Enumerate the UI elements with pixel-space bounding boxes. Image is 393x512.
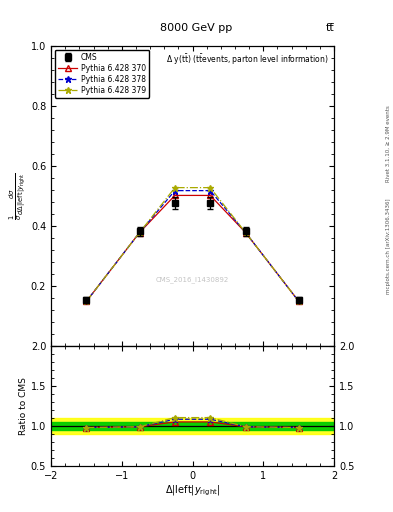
Pythia 6.428 379 xyxy=(208,184,213,190)
Y-axis label: Ratio to CMS: Ratio to CMS xyxy=(19,377,28,435)
Pythia 6.428 379 xyxy=(84,298,89,304)
Pythia 6.428 378 xyxy=(137,229,142,236)
Pythia 6.428 379 xyxy=(296,298,301,304)
Line: Pythia 6.428 378: Pythia 6.428 378 xyxy=(83,187,302,305)
Line: Pythia 6.428 370: Pythia 6.428 370 xyxy=(84,193,301,304)
Pythia 6.428 379 xyxy=(243,229,248,236)
Pythia 6.428 370 xyxy=(173,193,177,199)
Pythia 6.428 370 xyxy=(84,298,89,304)
X-axis label: $\Delta|\mathrm{left}|y_{\mathrm{right}}|$: $\Delta|\mathrm{left}|y_{\mathrm{right}}… xyxy=(165,483,220,498)
Pythia 6.428 378 xyxy=(84,298,89,304)
Pythia 6.428 370 xyxy=(243,229,248,236)
Line: Pythia 6.428 379: Pythia 6.428 379 xyxy=(83,184,302,305)
Bar xyxy=(51,422,334,430)
Text: $\Delta$ y(t$\bar{\rm t}$) (t$\bar{\rm t}$events, parton level information): $\Delta$ y(t$\bar{\rm t}$) (t$\bar{\rm t… xyxy=(166,52,329,67)
Pythia 6.428 370 xyxy=(208,193,213,199)
Y-axis label: $\frac{1}{\sigma}\frac{d\sigma}{d\Delta|\mathrm{left}|y_{\mathrm{right}}}$: $\frac{1}{\sigma}\frac{d\sigma}{d\Delta|… xyxy=(7,172,28,220)
Pythia 6.428 370 xyxy=(137,229,142,236)
Pythia 6.428 378 xyxy=(296,298,301,304)
Legend: CMS, Pythia 6.428 370, Pythia 6.428 378, Pythia 6.428 379: CMS, Pythia 6.428 370, Pythia 6.428 378,… xyxy=(55,50,149,98)
Bar xyxy=(51,418,334,434)
Pythia 6.428 379 xyxy=(137,229,142,236)
Text: tt̅: tt̅ xyxy=(325,23,334,33)
Pythia 6.428 378 xyxy=(173,187,177,194)
Pythia 6.428 379 xyxy=(173,184,177,190)
Pythia 6.428 370 xyxy=(296,298,301,304)
Text: mcplots.cern.ch [arXiv:1306.3436]: mcplots.cern.ch [arXiv:1306.3436] xyxy=(386,198,391,293)
Pythia 6.428 378 xyxy=(243,229,248,236)
Text: CMS_2016_I1430892: CMS_2016_I1430892 xyxy=(156,276,229,283)
Pythia 6.428 378 xyxy=(208,187,213,194)
Text: 8000 GeV pp: 8000 GeV pp xyxy=(160,23,233,33)
Text: Rivet 3.1.10, ≥ 2.9M events: Rivet 3.1.10, ≥ 2.9M events xyxy=(386,105,391,182)
